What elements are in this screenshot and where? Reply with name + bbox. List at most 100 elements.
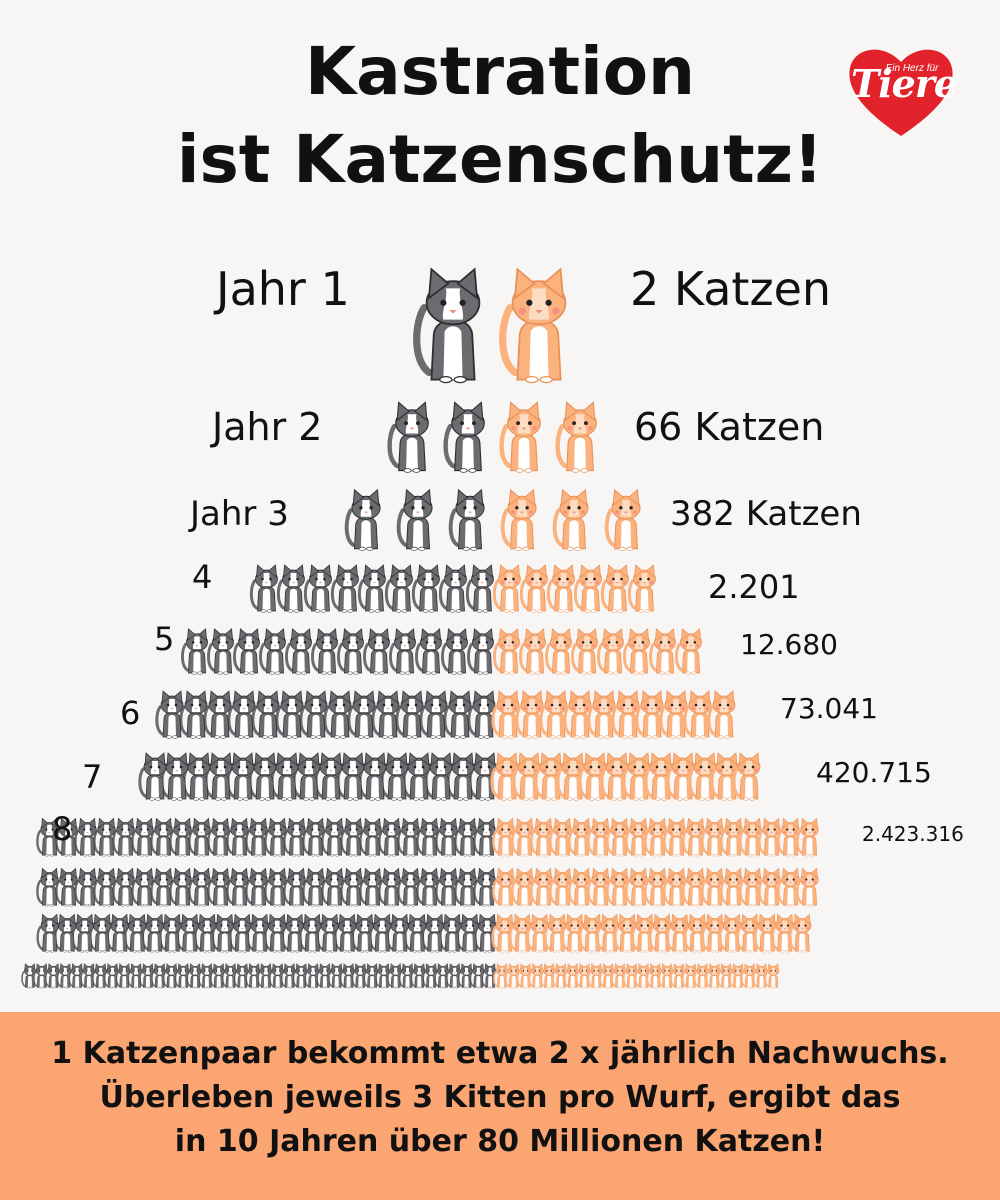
orange-cat-icon xyxy=(534,752,563,801)
grey-cat-icon xyxy=(248,752,277,801)
grey-cat-icon xyxy=(141,913,164,953)
orange-cat-icon xyxy=(568,817,591,857)
orange-cat-icon xyxy=(796,867,819,907)
footer-line-1: 1 Katzenpaar bekommt etwa 2 x jährlich N… xyxy=(51,1036,949,1071)
orange-cat-icon xyxy=(666,752,695,801)
orange-cat-icon xyxy=(701,913,724,953)
grey-cat-icon xyxy=(283,867,306,907)
orange-cat-icon xyxy=(739,867,762,907)
grey-cat-icon xyxy=(150,817,173,857)
grey-cat-icon xyxy=(123,913,147,953)
grey-cat-icon xyxy=(403,913,427,953)
orange-cat-icon xyxy=(631,913,654,953)
grey-cat-icon xyxy=(292,963,308,989)
grey-cat-icon xyxy=(363,628,390,675)
orange-cat-icon xyxy=(499,267,567,384)
grey-cat-icon xyxy=(473,817,496,857)
orange-cat-icon xyxy=(587,867,610,907)
grey-cat-icon xyxy=(245,817,268,857)
orange-cat-icon xyxy=(511,817,534,857)
orange-cat-icon xyxy=(499,401,541,473)
orange-cat-icon xyxy=(736,913,759,953)
grey-cat-icon xyxy=(456,913,479,953)
orange-cat-icon xyxy=(611,963,626,989)
orange-cat-icon xyxy=(764,963,780,989)
orange-cat-icon xyxy=(491,690,520,739)
orange-cat-icon xyxy=(597,628,624,675)
title-line-1: Kastration xyxy=(304,33,696,110)
orange-cat-icon xyxy=(492,817,515,857)
grey-cat-icon xyxy=(259,628,286,675)
orange-cat-icon xyxy=(739,817,762,857)
grey-cat-icon xyxy=(302,817,325,857)
grey-cat-icon xyxy=(454,867,477,907)
grey-cat-icon xyxy=(179,690,208,739)
grey-cat-icon xyxy=(283,817,306,857)
grey-cat-icon xyxy=(138,752,167,801)
grey-cat-icon xyxy=(181,628,208,675)
grey-cat-icon xyxy=(435,867,458,907)
grey-cat-icon xyxy=(371,690,400,739)
year-label-2: Jahr 2 xyxy=(212,405,323,449)
orange-cat-icon xyxy=(493,628,520,675)
orange-cat-icon xyxy=(587,963,603,989)
grey-cat-icon xyxy=(438,564,467,613)
orange-cat-icon xyxy=(635,690,664,739)
grey-cat-icon xyxy=(169,867,192,907)
orange-cat-icon xyxy=(634,963,650,989)
grey-cat-icon xyxy=(33,963,48,989)
cat-count-8: 2.423.316 xyxy=(862,822,964,846)
grey-cat-icon xyxy=(207,817,230,857)
orange-cat-icon xyxy=(530,817,553,857)
grey-cat-icon xyxy=(55,867,78,907)
year-label-3: Jahr 3 xyxy=(190,494,289,534)
orange-cat-icon xyxy=(600,564,629,613)
year-label-8: 8 xyxy=(52,810,73,848)
grey-cat-icon xyxy=(448,488,485,551)
orange-cat-icon xyxy=(571,628,598,675)
orange-cat-icon xyxy=(682,867,705,907)
orange-cat-icon xyxy=(546,564,575,613)
grey-cat-icon xyxy=(131,867,154,907)
orange-cat-icon xyxy=(530,867,553,907)
grey-cat-icon xyxy=(419,690,448,739)
grey-cat-icon xyxy=(446,963,461,989)
grey-cat-icon xyxy=(411,564,440,613)
logo-big-text: Tiere xyxy=(850,61,958,106)
orange-cat-icon xyxy=(556,752,585,801)
orange-cat-icon xyxy=(505,963,520,989)
grey-cat-icon xyxy=(36,913,59,953)
grey-cat-icon xyxy=(151,963,166,989)
grey-cat-icon xyxy=(233,628,260,675)
grey-cat-icon xyxy=(438,913,462,953)
grey-cat-icon xyxy=(389,628,416,675)
grey-cat-icon xyxy=(441,628,468,675)
orange-cat-icon xyxy=(500,488,537,551)
orange-cat-icon xyxy=(600,752,629,801)
grey-cat-icon xyxy=(298,913,322,953)
grey-cat-icon xyxy=(275,690,304,739)
orange-cat-icon xyxy=(710,752,739,801)
orange-cat-icon xyxy=(777,867,800,907)
orange-cat-icon xyxy=(663,867,686,907)
grey-cat-icon xyxy=(473,867,496,907)
orange-cat-icon xyxy=(540,963,556,989)
orange-cat-icon xyxy=(578,752,607,801)
orange-cat-icon xyxy=(516,963,532,989)
orange-cat-icon xyxy=(519,628,546,675)
grey-cat-icon xyxy=(359,817,382,857)
grey-cat-icon xyxy=(55,817,78,857)
grey-cat-icon xyxy=(396,488,433,551)
grey-cat-icon xyxy=(251,690,280,739)
year-label-7: 7 xyxy=(82,758,103,796)
orange-cat-icon xyxy=(707,690,736,739)
grey-cat-icon xyxy=(249,564,278,613)
grey-cat-icon xyxy=(264,817,287,857)
orange-cat-icon xyxy=(625,867,648,907)
grey-cat-icon xyxy=(395,690,424,739)
grey-cat-icon xyxy=(340,817,363,857)
orange-cat-icon xyxy=(552,963,567,989)
orange-cat-icon xyxy=(771,913,794,953)
grey-cat-icon xyxy=(443,690,472,739)
grey-cat-icon xyxy=(336,752,365,801)
